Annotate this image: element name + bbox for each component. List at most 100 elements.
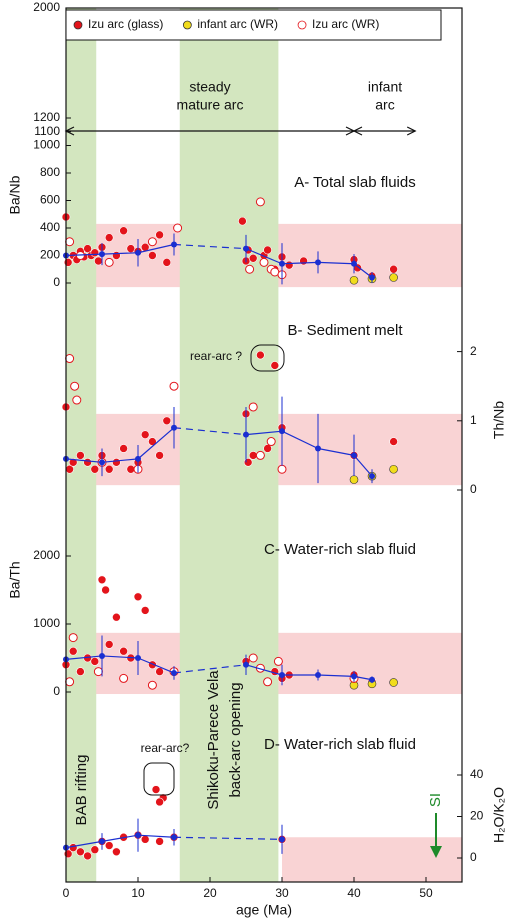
mean-segment [101,834,139,842]
mean-segment [353,455,373,477]
mean-point [279,672,285,678]
y-tick-label: 1000 [33,616,60,630]
point [90,464,100,474]
point [349,275,359,285]
mean-segment [353,675,373,681]
y-tick-label: 40 [470,767,484,781]
mean-point [243,661,249,668]
mean-point [369,274,375,281]
mean-point [99,251,105,258]
point [104,257,114,267]
point [76,847,85,857]
mean-point [315,672,321,678]
y-tick-label: 0 [53,275,60,289]
point [97,575,107,585]
point [140,835,150,844]
point [112,612,121,622]
panel-title: A- Total slab fluids [294,174,415,191]
time-span [179,8,279,882]
y-tick-label: 0 [470,850,477,864]
point [90,845,100,855]
mean-point [315,259,321,266]
y-tick-label: 0 [470,482,477,496]
arrow-head [430,846,442,858]
point [248,653,258,663]
point [126,244,136,253]
point [94,256,103,266]
y-tick-label: 2000 [33,0,60,14]
y-axis-label: Th/Nb [491,401,507,439]
point [83,851,92,861]
annotation: rear-arc? [141,741,190,755]
mean-segment [65,840,103,849]
point [90,248,100,258]
point [147,680,157,690]
y-tick-label: 1000 [33,138,60,152]
mean-segment [317,261,355,265]
x-tick-label: 20 [203,886,217,900]
y-tick-label: 200 [40,248,60,262]
mean-segment [137,657,175,674]
y-axis-label: Ba/Th [7,561,23,598]
point [256,350,265,360]
mean-segment [281,430,319,450]
annotation: rear-arc ? [190,349,242,363]
point [119,444,128,453]
time-span [66,8,97,882]
mean-segment [245,248,283,265]
point [140,430,150,439]
y-tick-label: 800 [40,165,60,179]
y-tick-label: 400 [40,220,60,234]
point [119,226,128,236]
mean-segment [65,655,103,660]
mean-segment [137,243,175,254]
legend-marker [297,20,307,30]
mean-segment [317,447,355,456]
y-axis-label: H₂O/K₂O [491,787,507,843]
point [245,264,255,274]
mean-point [279,836,285,843]
point [148,251,157,260]
point [70,381,80,391]
point [155,230,164,240]
point [68,843,78,852]
x-tick-label: 0 [63,886,70,900]
point [284,260,294,270]
point [68,646,78,656]
arrow-head [406,126,417,136]
point [76,667,85,676]
y-tick-label: 1 [470,413,477,427]
mean-segment [173,427,247,436]
y-tick-label: 2000 [33,548,60,562]
mean-point [99,652,105,659]
point [112,847,121,857]
mean-point [279,428,285,435]
legend-label: Izu arc (glass) [88,17,163,31]
point [104,464,114,474]
annotation: arc [375,97,394,113]
arrow-head [352,126,363,136]
mean-point [171,241,177,248]
y-tick-label: 0 [53,684,60,698]
mean-segment [137,834,175,838]
point [76,451,85,460]
point [248,253,258,263]
point [162,416,172,426]
point [169,381,179,391]
point [389,273,398,282]
legend-label: Izu arc (WR) [312,17,379,31]
mean-point [99,838,105,845]
point [248,402,258,412]
mean-segment [245,430,283,436]
mean-point [369,473,375,480]
point [155,667,164,676]
point [151,785,161,794]
point [155,837,164,846]
panel-title: D- Water-rich slab fluid [264,736,416,753]
mean-point [351,452,357,459]
span-label: back-arc opening [227,682,244,797]
point [389,464,398,474]
annotation: mature arc [177,97,244,113]
frame [65,7,463,883]
